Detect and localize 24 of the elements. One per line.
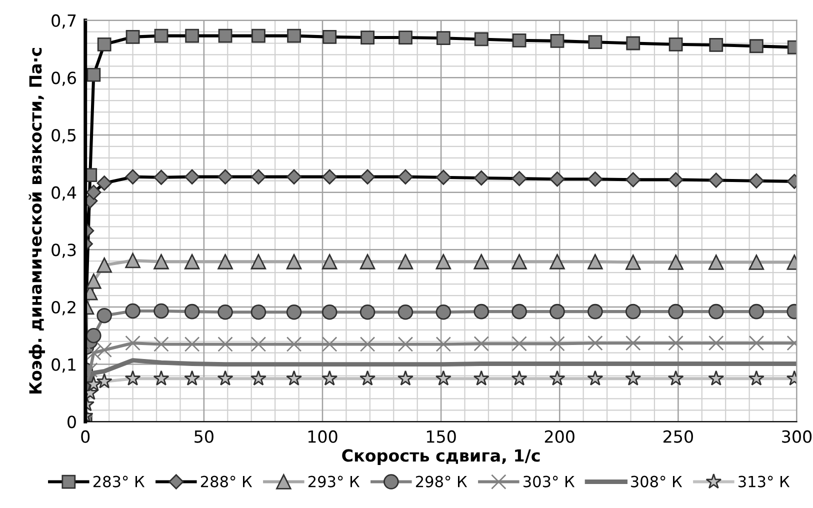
x-tick-label: 250 — [663, 430, 693, 443]
x-tick-label: 0 — [81, 430, 90, 443]
legend-label: 308° К — [631, 476, 682, 488]
x-tick-label: 50 — [194, 430, 214, 443]
x-tick-label: 300 — [782, 430, 812, 443]
y-tick-label: 0,6 — [52, 72, 76, 86]
y-axis-title: Коэф. динамической вязкости, Па·с — [28, 48, 45, 394]
legend-label: 303° К — [524, 476, 575, 488]
x-tick-label: 150 — [426, 430, 456, 443]
x-axis-title: Скорость сдвига, 1/с — [342, 449, 540, 466]
legend-label: 293° К — [308, 476, 360, 488]
legend-label: 313° К — [738, 476, 790, 488]
y-tick-label: 0,5 — [52, 128, 76, 144]
x-tick-label: 200 — [544, 430, 574, 443]
y-tick-label: 0,7 — [52, 14, 76, 29]
x-tick-label: 100 — [308, 430, 338, 443]
legend-label: 288° К — [200, 476, 252, 488]
y-tick-label: 0,1 — [52, 358, 76, 373]
y-tick-label: 0,2 — [52, 300, 76, 316]
y-tick-label: 0,4 — [52, 186, 76, 201]
y-tick-label: 0 — [68, 416, 76, 428]
legend-label: 298° К — [416, 476, 468, 488]
legend-label: 283° К — [93, 476, 145, 488]
y-tick-label: 0,3 — [52, 244, 76, 258]
